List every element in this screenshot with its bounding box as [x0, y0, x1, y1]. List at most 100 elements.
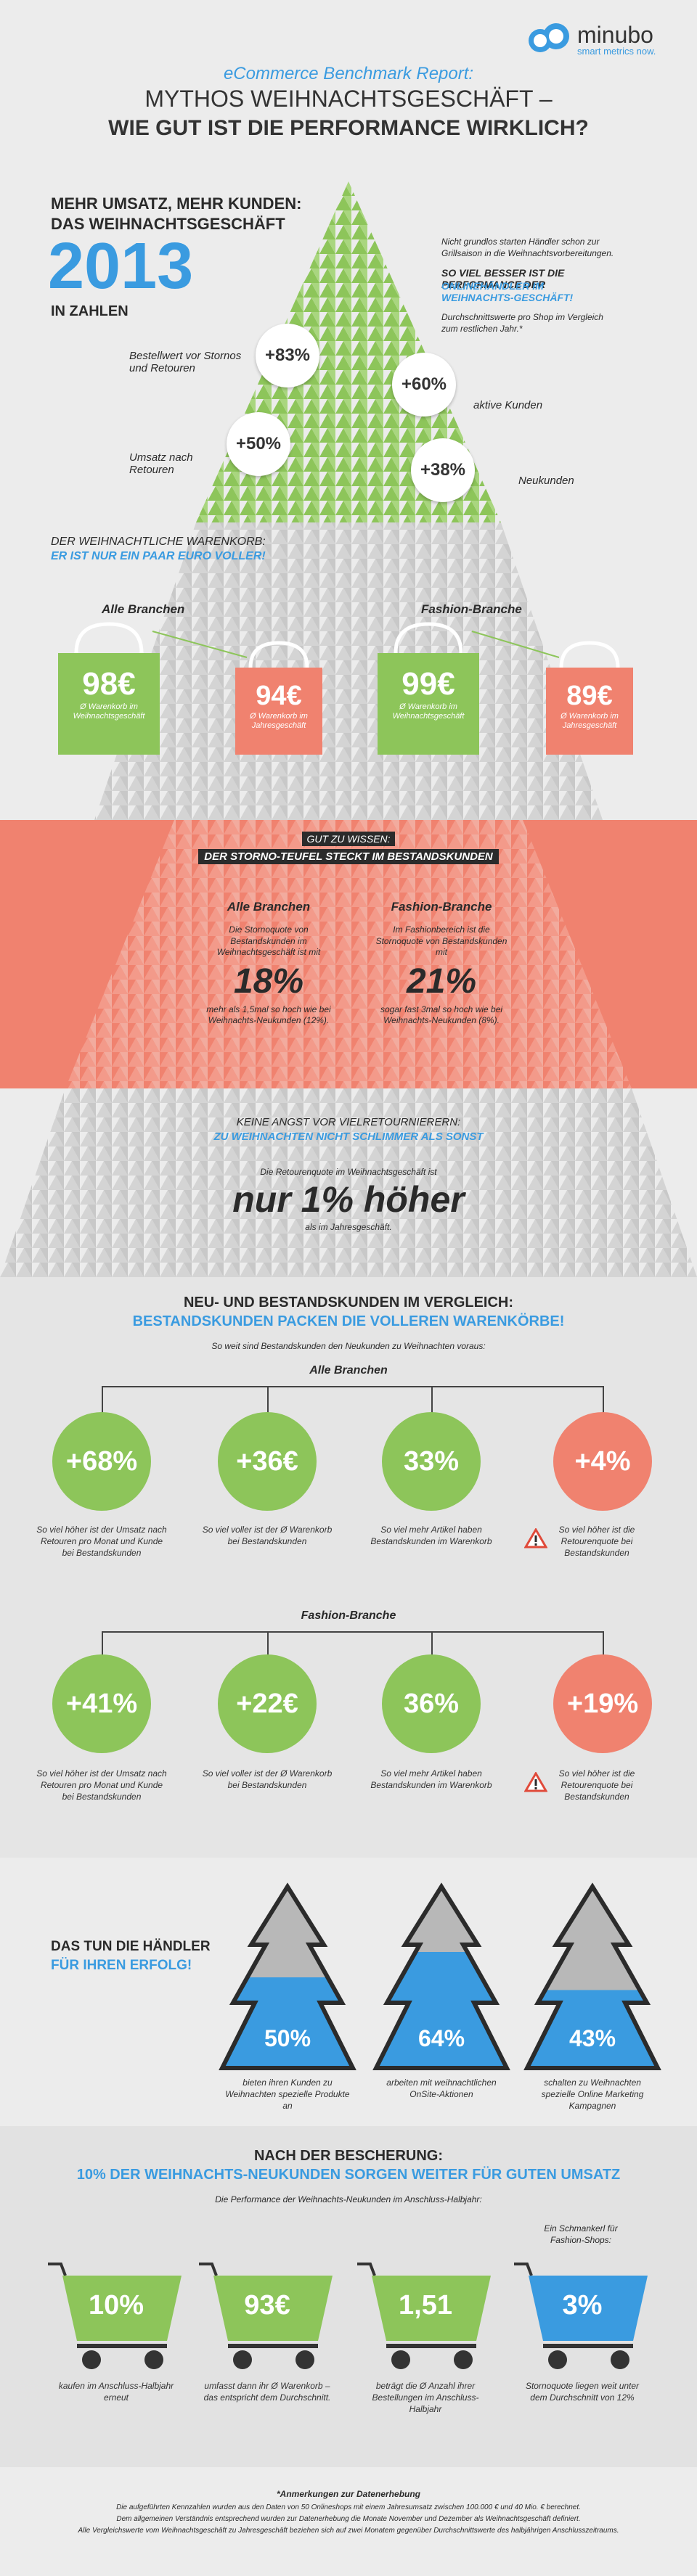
haendler-tree-outline-1: [219, 1882, 356, 2070]
intro-right-head2: ONLINEHÄNDLER IM WEIHNACHTS-GESCHÄFT!: [441, 280, 574, 303]
stat-label-umsatz: Umsatz nach Retouren: [129, 451, 193, 476]
stat-bubble-bestellwert: +83%: [256, 324, 319, 387]
cart-icon-3: [357, 2263, 491, 2369]
haendler-tree1-label: bieten ihren Kunden zu Weihnachten spezi…: [225, 2077, 350, 2112]
vergleich-g2-c4: +19%: [553, 1654, 652, 1753]
group-name-alle: Alle Branchen: [102, 602, 185, 616]
bescherung-head2: 10% DER WEIHNACHTS-NEUKUNDEN SORGEN WEIT…: [76, 2167, 621, 2183]
carts-graphic: [48, 2263, 648, 2369]
cart2-value: 93€: [244, 2290, 290, 2321]
vergleich-group1-name: Alle Branchen: [309, 1364, 388, 1377]
bag-alle-xmas: 98€ Ø Warenkorb im Weihnachtsgeschäft: [58, 653, 160, 755]
bag-alle-year-label: Ø Warenkorb im Jahresgeschäft: [250, 712, 308, 731]
vergleich-g1-c3: 33%: [382, 1412, 481, 1511]
bag-fashion-xmas: 99€ Ø Warenkorb im Weihnachtsgeschäft: [378, 653, 479, 755]
cart3-value: 1,51: [399, 2290, 452, 2321]
cart2-label: umfasst dann ihr Ø Warenkorb – das entsp…: [203, 2381, 331, 2403]
cloud-logo-icon: [529, 23, 569, 52]
intro-right-head1: SO VIEL BESSER IST DIE PERFORMANCE DER: [441, 267, 565, 290]
stat-label-neukunden: Neukunden: [518, 475, 574, 487]
stat-label-bestellwert: Bestellwert vor Stornos und Retouren: [129, 350, 242, 374]
brand-name: minubo: [577, 22, 653, 48]
footer-line2: Dem allgemeinen Verständnis entsprechend…: [116, 2515, 581, 2523]
vergleich-g2-c1: +41%: [52, 1654, 151, 1753]
vergleich-head2: BESTANDSKUNDEN PACKEN DIE VOLLEREN WAREN…: [132, 1313, 565, 1329]
bag-alle-xmas-label: Ø Warenkorb im Weihnachtsgeschäft: [73, 702, 145, 721]
haendler-tree-value-3: 43%: [569, 2025, 616, 2051]
intro-year: 2013: [48, 230, 194, 303]
vergleich-g1-l4: So viel höher ist die Retourenquote bei …: [558, 1525, 635, 1559]
vergleich-g2-c2: +22€: [218, 1654, 317, 1753]
storno-col-fashion: Fashion-Branche Im Fashionbereich ist di…: [369, 900, 514, 1027]
storno-head1: GUT ZU WISSEN:: [302, 832, 395, 846]
warenkorb-head1: DER WEIHNACHTLICHE WARENKORB:: [51, 536, 266, 548]
red-tree-graphic: [65, 820, 632, 1088]
cart-icon-1: [48, 2263, 182, 2369]
haendler-section: DAS TUN DIE HÄNDLER FÜR IHREN ERFOLG! 50…: [0, 1858, 697, 2126]
brand-tagline: smart metrics now.: [577, 46, 656, 57]
bag-fashion-year: 89€ Ø Warenkorb im Jahresgeschäft: [546, 668, 633, 755]
haendler-tree3-label: schalten zu Weihnachten spezielle Online…: [541, 2077, 644, 2112]
intro-kicker2: DAS WEIHNACHTSGESCHÄFT: [51, 215, 285, 233]
vergleich-group2-name: Fashion-Branche: [301, 1609, 396, 1622]
vergleich-g1-l2: So viel voller ist der Ø Warenkorb bei B…: [202, 1525, 333, 1547]
intro-in-zahlen: IN ZAHLEN: [51, 303, 129, 319]
footer-line3: Alle Vergleichswerte vom Weihnachtsgesch…: [78, 2527, 619, 2535]
header-section: minubo smart metrics now. eCommerce Benc…: [0, 0, 697, 181]
vergleich-g2-l4: So viel höher ist die Retourenquote bei …: [558, 1768, 635, 1802]
cart3-label: beträgt die Ø Anzahl ihrer Bestellungen …: [372, 2381, 479, 2415]
retoure-big: nur 1% höher: [232, 1179, 465, 1220]
haendler-tree-value-2: 64%: [418, 2025, 465, 2051]
warning-icon: [523, 1527, 548, 1552]
bag-alle-year-value: 94€: [256, 681, 302, 711]
vergleich-g2-c3: 36%: [382, 1654, 481, 1753]
cart4-label: Stornoquote liegen weit unter dem Durchs…: [525, 2381, 640, 2403]
bag-alle-xmas-value: 98€: [82, 666, 136, 702]
bag-fashion-xmas-value: 99€: [402, 666, 455, 702]
haendler-tree-outline-3: [523, 1882, 661, 2070]
cart1-value: 10%: [88, 2290, 144, 2321]
footer-line1: Die aufgeführten Kennzahlen wurden aus d…: [116, 2503, 581, 2511]
footer-title: *Anmerkungen zur Datenerhebung: [276, 2489, 421, 2499]
storno-col-alle-value: 18%: [233, 961, 304, 1001]
vergleich-g2-l3: So viel mehr Artikel haben Bestandskunde…: [370, 1768, 492, 1791]
vergleich-g1-c2: +36€: [218, 1412, 317, 1511]
stat-bubble-kunden: +60%: [392, 353, 456, 417]
storno-col-fashion-text1: Im Fashionbereich ist die Stornoquote vo…: [375, 924, 508, 958]
retoure-section: KEINE ANGST VOR VIELRETOURNIERERN: ZU WE…: [0, 1088, 697, 1277]
cart4-value: 3%: [562, 2290, 603, 2321]
cart1-label: kaufen im Anschluss-Halbjahr erneut: [58, 2381, 174, 2403]
storno-col-fashion-value: 21%: [406, 961, 477, 1001]
cart-icon-4: [514, 2263, 648, 2369]
grey-tree-base-graphic: [0, 1088, 697, 1277]
bag-fashion-xmas-label: Ø Warenkorb im Weihnachtsgeschäft: [392, 702, 465, 721]
bag-fashion-year-value: 89€: [566, 681, 613, 711]
intro-right-text2: Durchschnittswerte pro Shop im Vergleich…: [441, 312, 603, 334]
footer-section: *Anmerkungen zur Datenerhebung Die aufge…: [0, 2467, 697, 2576]
storno-col-alle-text2: mehr als 1,5mal so hoch wie bei Weihnach…: [206, 1004, 331, 1026]
bescherung-schmankerl: Ein Schmankerl für Fashion-Shops:: [544, 2223, 618, 2245]
haendler-head2: FÜR IHREN ERFOLG!: [51, 1958, 192, 1973]
cart-icon-2: [199, 2263, 333, 2369]
vergleich-g1-l3: So viel mehr Artikel haben Bestandskunde…: [370, 1525, 492, 1547]
storno-col-fashion-text2: sogar fast 3mal so hoch wie bei Weihnach…: [380, 1004, 503, 1026]
vergleich-head1: NEU- UND BESTANDSKUNDEN IM VERGLEICH:: [183, 1295, 514, 1310]
bescherung-head1: NACH DER BESCHERUNG:: [253, 2148, 443, 2164]
storno-col-alle-name: Alle Branchen: [227, 900, 311, 914]
storno-col-fashion-name: Fashion-Branche: [391, 900, 492, 914]
warenkorb-head2: ER IST NUR EIN PAAR EURO VOLLER!: [51, 550, 266, 562]
tree-section: MEHR UMSATZ, MEHR KUNDEN: DAS WEIHNACHTS…: [0, 181, 697, 820]
warning-icon: [523, 1771, 548, 1796]
bag-handles: [74, 622, 620, 668]
intro-right-text1: Nicht grundlos starten Händler schon zur…: [441, 237, 614, 258]
storno-col-alle: Alle Branchen Die Stornoquote von Bestan…: [196, 900, 341, 1027]
vergleich-g2-l2: So viel voller ist der Ø Warenkorb bei B…: [202, 1768, 333, 1791]
storno-head2: DER STORNO-TEUFEL STECKT IM BESTANDSKUND…: [198, 849, 499, 864]
vergleich-section: NEU- UND BESTANDSKUNDEN IM VERGLEICH: BE…: [0, 1277, 697, 1858]
page-title-line1: MYTHOS WEIHNACHTSGESCHÄFT –: [144, 86, 553, 112]
vergleich-sub: So weit sind Bestandskunden den Neukunde…: [211, 1341, 486, 1351]
stat-bubble-umsatz: +50%: [227, 412, 290, 476]
report-label: eCommerce Benchmark Report:: [223, 64, 474, 83]
retoure-head2: ZU WEIHNACHTEN NICHT SCHLIMMER ALS SONST: [213, 1131, 484, 1143]
minubo-logo: [523, 22, 574, 59]
